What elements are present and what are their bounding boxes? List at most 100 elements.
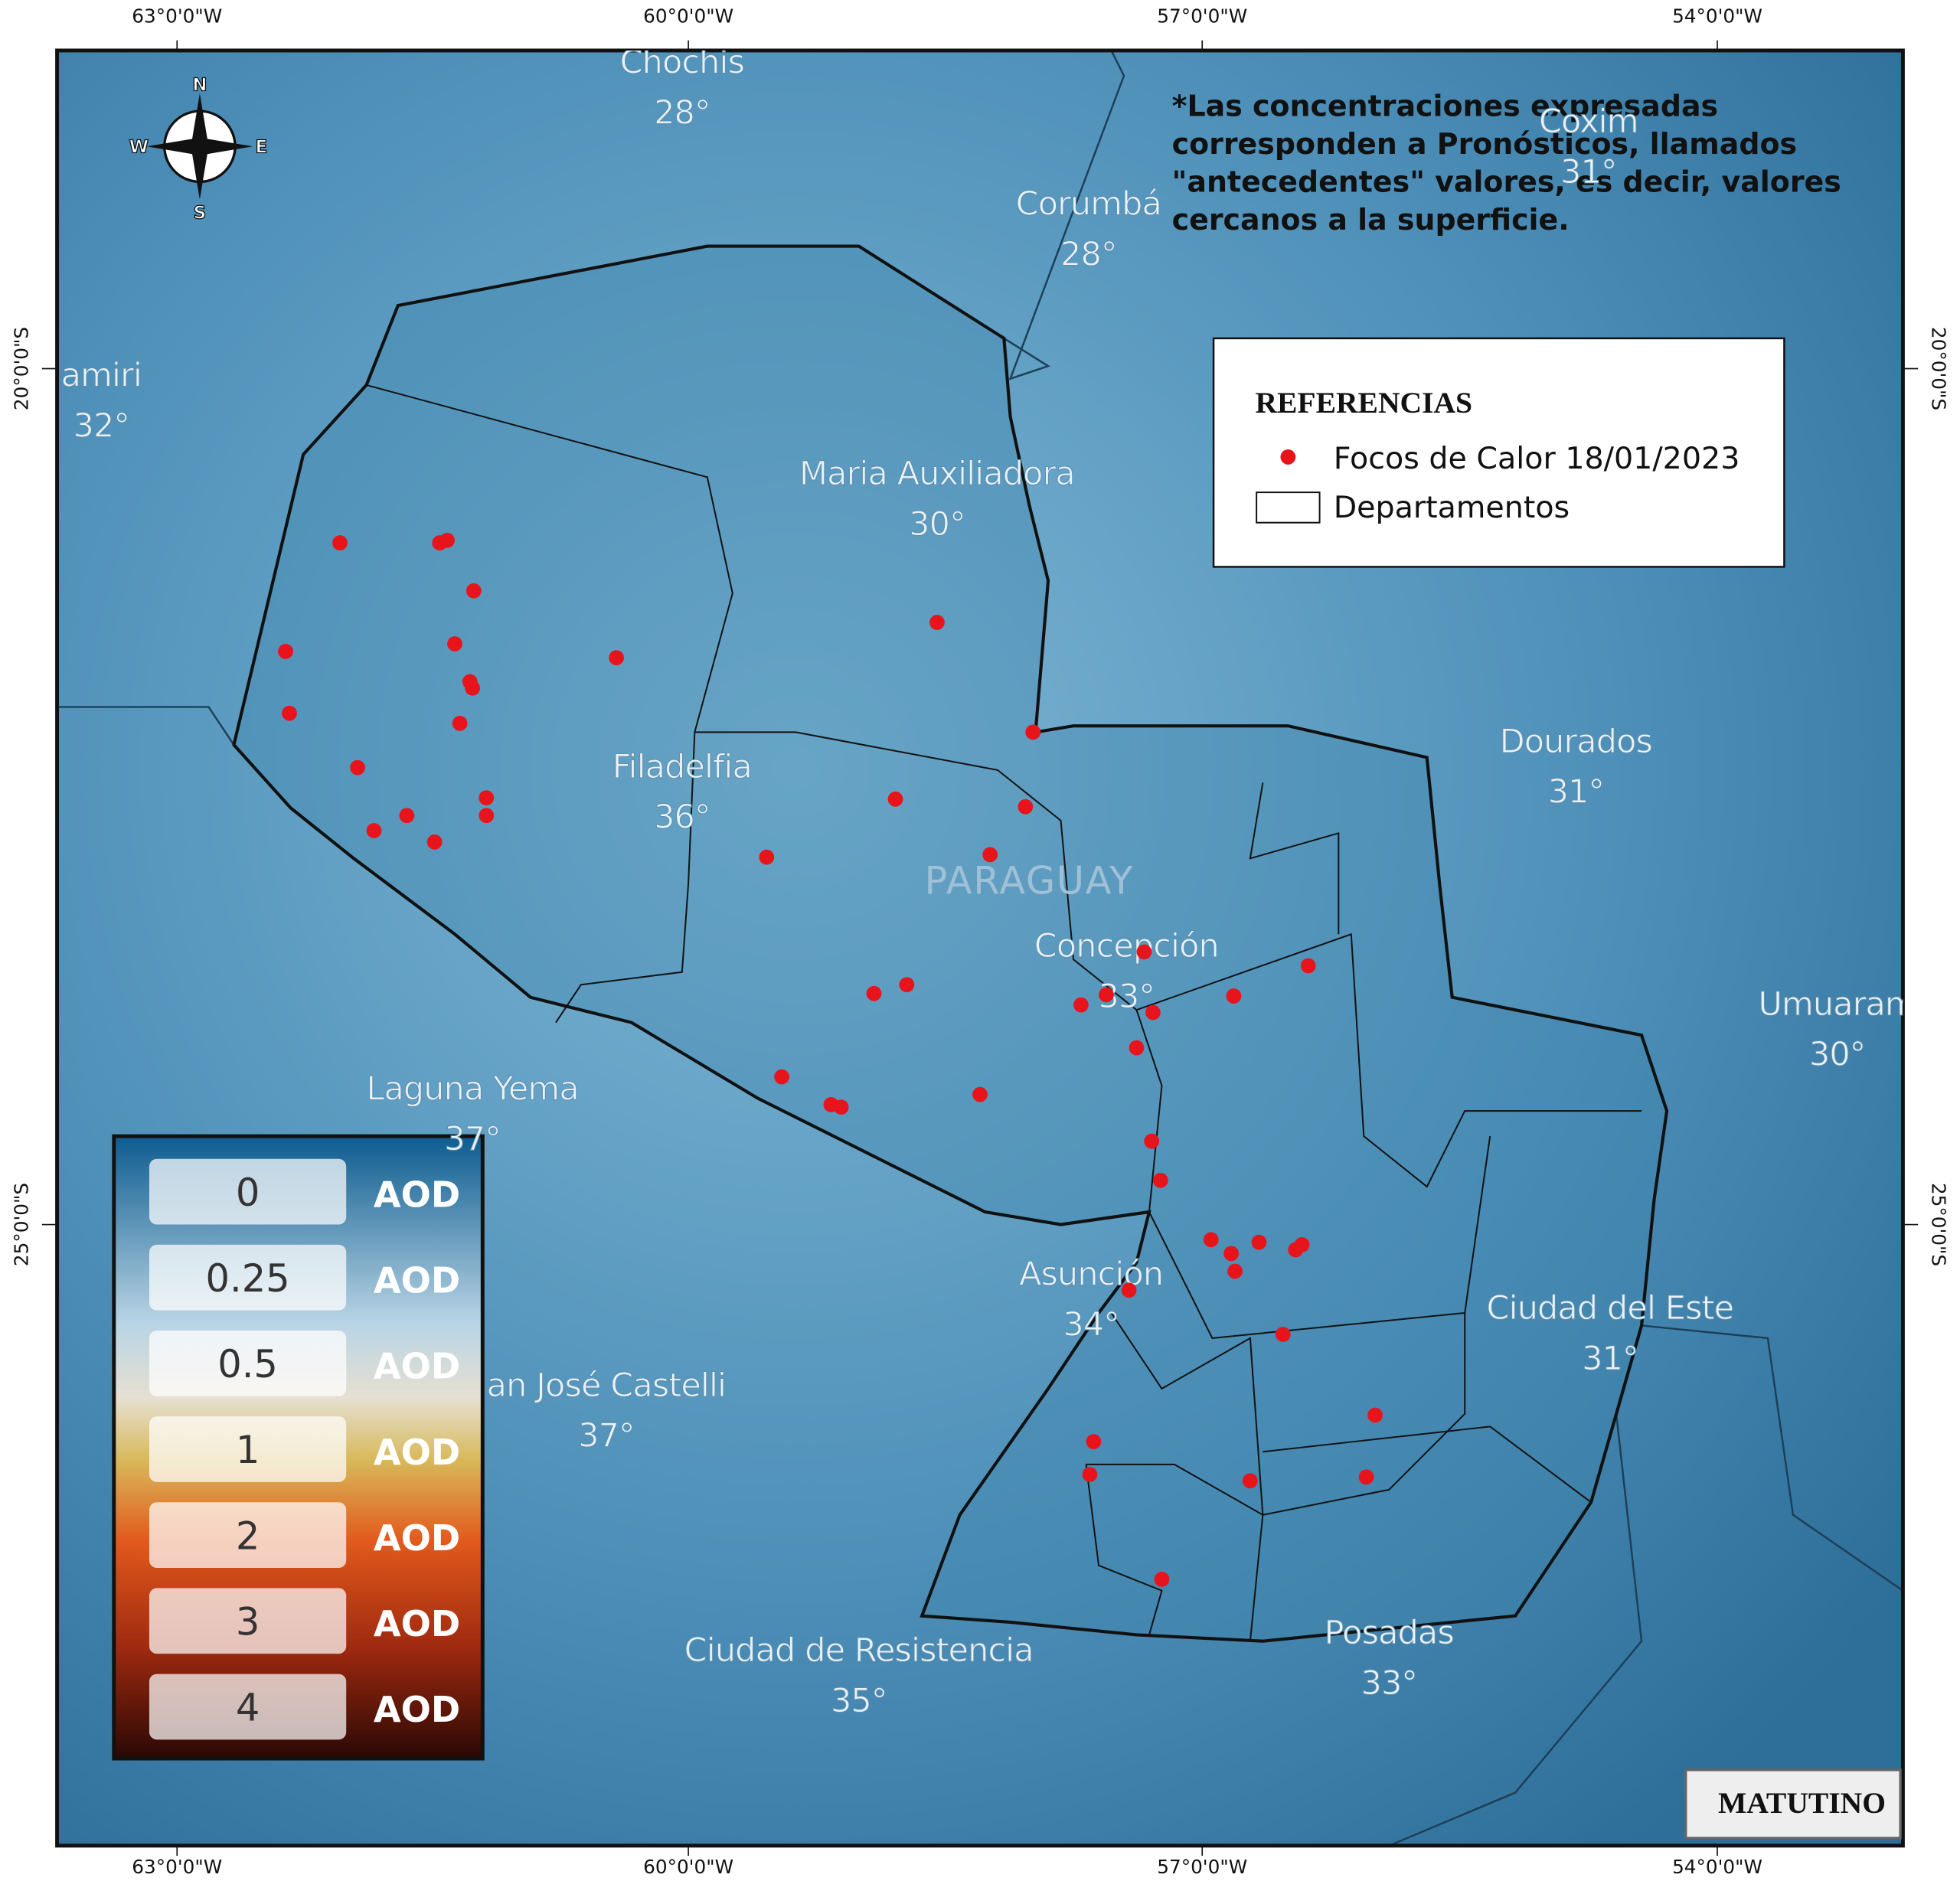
- fire-point: [366, 823, 382, 838]
- fire-point: [1223, 1246, 1240, 1262]
- note: *Las concentraciones expresadas correspon…: [1172, 90, 1841, 237]
- fire-point: [1242, 1473, 1258, 1489]
- city-name: Filadelfia: [612, 748, 752, 786]
- fire-point: [332, 535, 348, 550]
- fire-point: [1018, 798, 1034, 815]
- latitude-label: 20°0'0"S: [1927, 327, 1949, 410]
- fire-point: [426, 834, 443, 850]
- fire-point: [972, 1086, 988, 1102]
- aod-value: 0: [236, 1171, 260, 1215]
- fire-point: [609, 650, 624, 666]
- fire-point: [1294, 1237, 1310, 1252]
- longitude-label: 54°0'0"W: [1672, 1856, 1762, 1878]
- latitude-label: 25°0'0"S: [11, 1183, 33, 1266]
- references-box: REFERENCIAS Focos de Calor 18/01/2023 De…: [1212, 337, 1785, 568]
- fire-point: [866, 985, 882, 1001]
- city-name: Posadas: [1325, 1614, 1454, 1652]
- fire-point: [479, 808, 495, 824]
- aod-value: 0.5: [217, 1342, 278, 1386]
- city-temp: 30°: [1809, 1036, 1866, 1074]
- aod-value: 0.25: [206, 1256, 290, 1301]
- city-temp: 30°: [909, 505, 965, 544]
- fire-point: [1121, 1282, 1137, 1298]
- fire-point: [1367, 1407, 1383, 1423]
- svg-text:N: N: [192, 76, 207, 96]
- badge: MATUTINO: [1684, 1768, 1902, 1840]
- aod-swatch: [149, 1244, 347, 1311]
- reference-item: Focos de Calor 18/01/2023: [1334, 441, 1740, 476]
- fire-point: [1082, 1467, 1098, 1482]
- city-temp: 28°: [1060, 235, 1117, 273]
- fire-point: [350, 759, 365, 776]
- fire-point: [466, 583, 482, 599]
- fire-points: [278, 532, 1383, 1587]
- city-name: Corumbá: [1016, 185, 1161, 223]
- aod-legend: 0 AOD 0.25 AOD 0.5 AOD 1 AOD 2 AOD 3 AOD 4 AOD: [112, 1134, 485, 1761]
- fire-point: [1136, 944, 1152, 960]
- note-line: "antecedentes" valores, es decir, valore…: [1172, 165, 1841, 199]
- city-temp: 28°: [654, 94, 710, 132]
- fire-point: [759, 849, 775, 865]
- city-temp: 36°: [654, 798, 710, 837]
- city-name: Asunción: [1019, 1256, 1163, 1294]
- badge-text: MATUTINO: [1718, 1786, 1886, 1820]
- fire-point: [1275, 1327, 1291, 1342]
- fire-point: [465, 680, 480, 696]
- aod-unit: AOD: [374, 1689, 460, 1730]
- aod-unit: AOD: [374, 1346, 460, 1387]
- city-temp: 31°: [1548, 773, 1605, 812]
- svg-text:S: S: [194, 203, 207, 223]
- city-name: amiri: [61, 357, 142, 395]
- city-temp: 37°: [444, 1120, 501, 1158]
- fire-point: [887, 791, 903, 807]
- fire-point: [452, 715, 468, 731]
- city-temp: 34°: [1063, 1306, 1119, 1344]
- city-temp: 31°: [1582, 1340, 1638, 1378]
- fire-point: [1203, 1232, 1219, 1248]
- reference-item: Departamentos: [1334, 490, 1570, 525]
- fire-point: [774, 1069, 790, 1085]
- aod-swatch: [149, 1158, 347, 1225]
- fire-point: [1144, 1133, 1160, 1149]
- city-name: Umuaram: [1758, 985, 1916, 1024]
- fire-point: [1154, 1571, 1170, 1587]
- map-frame: [55, 48, 1905, 1848]
- references-title: REFERENCIAS: [1255, 386, 1472, 420]
- fire-point: [399, 808, 415, 824]
- fire-point: [447, 636, 462, 651]
- aod-value: 4: [236, 1686, 260, 1730]
- fire-point: [1099, 987, 1114, 1003]
- fire-point: [1025, 724, 1041, 740]
- longitude-label: 57°0'0"W: [1157, 1856, 1247, 1878]
- fire-point: [1086, 1434, 1102, 1450]
- city-name: Concepción: [1034, 927, 1219, 965]
- aod-unit: AOD: [374, 1517, 460, 1559]
- longitude-label: 63°0'0"W: [132, 5, 222, 28]
- fire-point: [899, 977, 915, 993]
- city-temp: 31°: [1560, 153, 1617, 191]
- city-temp: 37°: [578, 1417, 635, 1455]
- longitude-label: 60°0'0"W: [643, 5, 733, 28]
- latitude-label: 20°0'0"S: [11, 327, 33, 410]
- city-temp: 33°: [1361, 1664, 1418, 1703]
- note-line: cercanos a la superficie.: [1172, 203, 1570, 237]
- aod-unit: AOD: [374, 1174, 460, 1215]
- city-temp: 35°: [831, 1682, 887, 1720]
- city-name: an José Castelli: [487, 1367, 726, 1405]
- city-temp: 32°: [74, 407, 129, 446]
- aod-swatch: [149, 1674, 347, 1740]
- svg-text:E: E: [255, 138, 267, 158]
- fire-point: [1358, 1469, 1374, 1485]
- city-name: Ciudad de Resistencia: [684, 1631, 1034, 1670]
- aod-unit: AOD: [374, 1432, 460, 1473]
- aod-swatch: [149, 1502, 347, 1569]
- aod-swatch: [149, 1416, 347, 1482]
- fire-point: [479, 790, 495, 806]
- city-name: Dourados: [1500, 723, 1652, 761]
- fire-point: [1129, 1040, 1145, 1056]
- city-labels: Chochis 28° Corumbá 28° Coxim 31° amiri 32° Mari…: [60, 51, 1916, 1721]
- longitude-label: 57°0'0"W: [1157, 5, 1247, 28]
- fire-point: [833, 1099, 849, 1115]
- fire-point: [278, 643, 293, 659]
